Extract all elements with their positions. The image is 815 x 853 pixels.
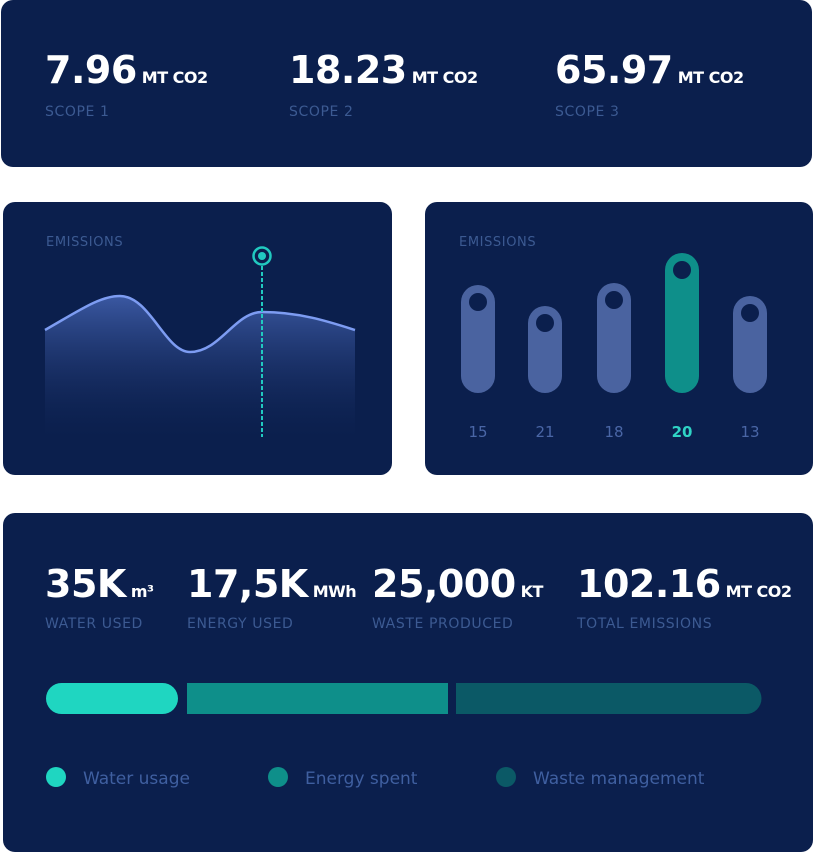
- stat-unit: m³: [131, 582, 154, 601]
- stat-value: 17,5K: [187, 562, 310, 606]
- progress-waste: [456, 683, 762, 714]
- stat-unit: MT CO2: [678, 68, 744, 87]
- pill-label: 21: [535, 423, 554, 441]
- stat-label: WASTE PRODUCED: [372, 616, 513, 632]
- card-title: EMISSIONS: [459, 235, 536, 250]
- pill-label: 13: [740, 423, 759, 441]
- stat-label: SCOPE 3: [555, 104, 620, 120]
- stat-label: ENERGY USED: [187, 616, 293, 632]
- stat-unit: MT CO2: [412, 68, 478, 87]
- metrics-card: [3, 513, 813, 852]
- card-title: EMISSIONS: [46, 235, 123, 250]
- progress-energy: [187, 683, 448, 714]
- stat-label: TOTAL EMISSIONS: [576, 616, 712, 632]
- pill-dot: [536, 314, 554, 332]
- stat-value: 7.96: [45, 48, 137, 92]
- text-layer: 7.96 MT CO2 SCOPE 1 18.23 MT CO2 SCOPE 2 65.97…: [45, 48, 792, 789]
- pill: [461, 285, 495, 393]
- pill-dot: [605, 291, 623, 309]
- stat-unit: MT CO2: [142, 68, 208, 87]
- stat-label: SCOPE 1: [45, 104, 110, 120]
- area-line: [44, 294, 356, 354]
- pill-dot: [741, 304, 759, 322]
- legend-label: Waste management: [533, 769, 705, 789]
- pill: [733, 296, 767, 393]
- stat-label: WATER USED: [45, 616, 143, 632]
- pill-label: 20: [672, 423, 693, 441]
- pill-dot: [673, 261, 691, 279]
- legend-swatch: [46, 767, 66, 787]
- pill-dot: [469, 293, 487, 311]
- stat-unit: KT: [521, 582, 544, 601]
- stat-unit: MWh: [313, 582, 357, 601]
- stat-value: 18.23: [289, 48, 407, 92]
- legend-swatch: [268, 767, 288, 787]
- pill: [597, 283, 631, 393]
- legend-label: Energy spent: [305, 769, 418, 789]
- stat-unit: MT CO2: [726, 582, 792, 601]
- progress-water: [46, 683, 178, 714]
- legend-label: Water usage: [83, 769, 190, 789]
- pill: [665, 253, 699, 393]
- cursor-ring: [252, 246, 272, 266]
- pill: [528, 306, 562, 393]
- area-fill: [45, 296, 355, 437]
- stat-value: 25,000: [372, 562, 516, 606]
- stat-label: SCOPE 2: [289, 104, 354, 120]
- cursor-dot: [258, 252, 266, 260]
- stat-value: 35K: [45, 562, 128, 606]
- pill-label: 18: [604, 423, 623, 441]
- legend-swatch: [496, 767, 516, 787]
- pill-bars: 15 21 18 20 13: [461, 253, 767, 441]
- stat-value: 102.16: [577, 562, 721, 606]
- scope-card: [1, 0, 812, 167]
- stat-value: 65.97: [555, 48, 673, 92]
- pill-label: 15: [468, 423, 487, 441]
